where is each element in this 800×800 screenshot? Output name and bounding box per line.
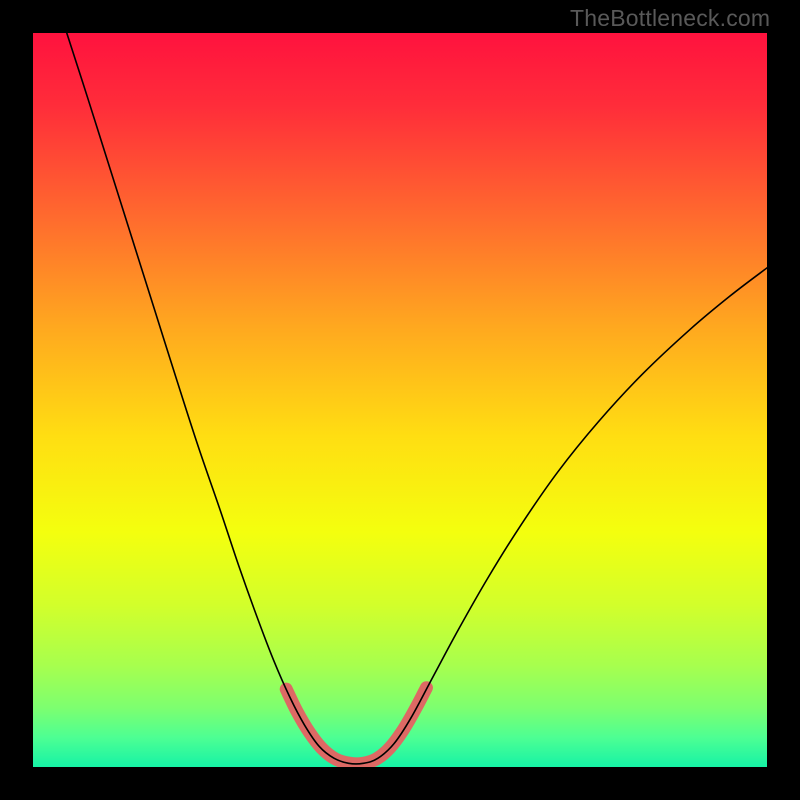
gradient-background bbox=[33, 33, 767, 767]
plot-area bbox=[33, 33, 767, 767]
chart-svg bbox=[33, 33, 767, 767]
watermark-text: TheBottleneck.com bbox=[570, 5, 770, 32]
